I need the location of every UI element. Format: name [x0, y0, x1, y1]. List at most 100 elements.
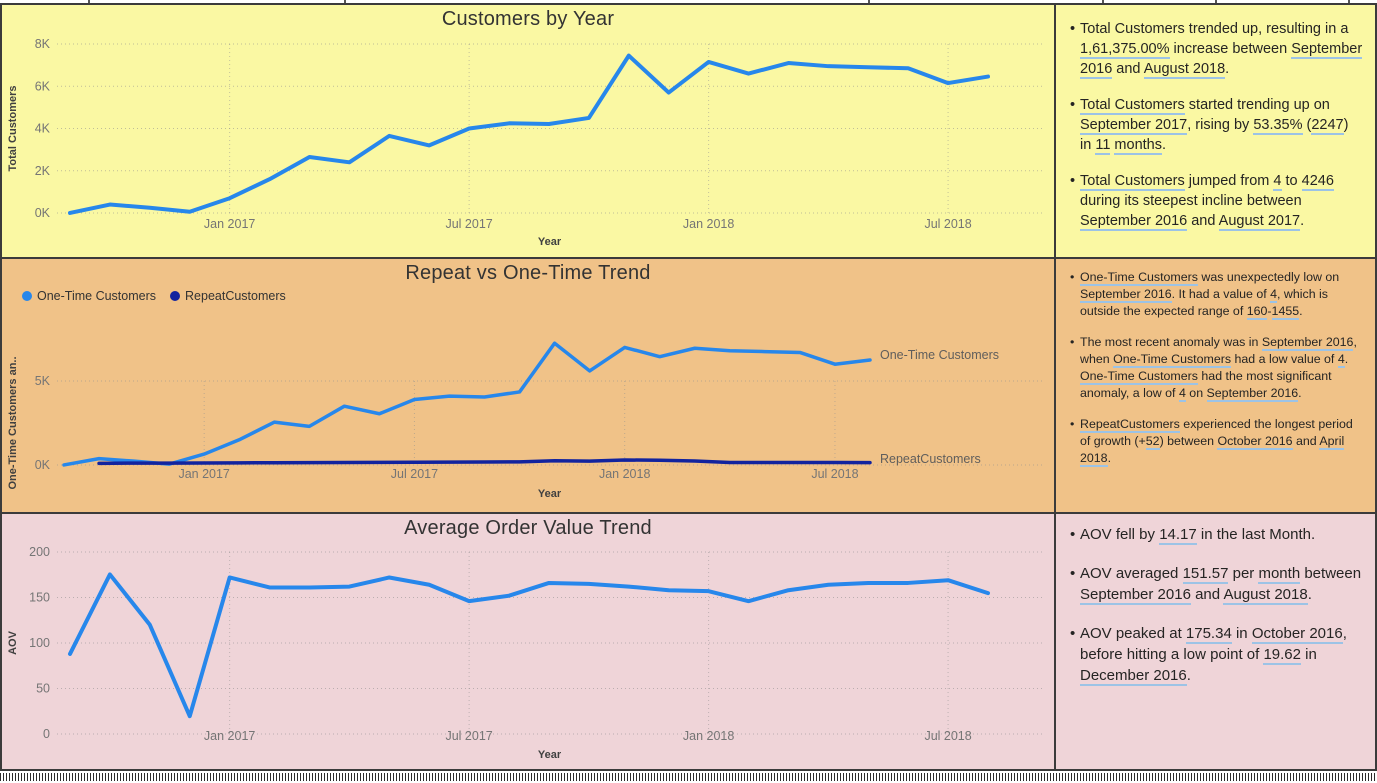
x-axis-title: Year: [538, 236, 562, 248]
insight-text: , which is outside the expected range of: [1080, 287, 1329, 318]
x-tick-label: Jul 2017: [445, 217, 492, 231]
bullet-glyph: •: [1070, 21, 1076, 37]
insight-text: in: [1231, 625, 1252, 642]
y-tick-label: 4K: [35, 122, 51, 136]
chart-legend: One-Time Customers RepeatCustomers: [2, 285, 1054, 307]
series-line-aov[interactable]: [68, 572, 990, 719]
x-tick-label: Jul 2018: [924, 217, 971, 231]
customers-by-year-line-chart[interactable]: 0K 2K 4K 6K 8K Jan 2017 Jul 2017 Jan 2018 Jul 20…: [2, 31, 1054, 257]
x-tick-label: Jul 2017: [391, 467, 438, 481]
y-tick-label: 6K: [35, 79, 51, 93]
customers-by-year-visual: Customers by Year 0K 2K 4K 6K 8K Jan 2017 Jul …: [2, 5, 1054, 257]
insight-text: had the most significant anomaly, a low …: [1080, 369, 1332, 400]
insight-text: AOV fell by: [1080, 526, 1160, 543]
insight-text: and: [1112, 61, 1144, 77]
bullet-glyph: •: [1070, 526, 1076, 543]
y-tick-label: 0K: [35, 458, 51, 472]
insight-value: 175.34: [1185, 625, 1232, 644]
insight-text: The most recent anomaly was in: [1080, 335, 1262, 349]
insight-value: RepeatCustomers: [1080, 417, 1180, 433]
insight-value: 4: [1337, 352, 1345, 368]
insight-bullet: • AOV averaged 151.57 per month between S…: [1070, 563, 1363, 605]
insight-text: (: [1302, 117, 1312, 133]
bullet-glyph: •: [1070, 565, 1076, 582]
insight-value: October 2016: [1251, 625, 1343, 644]
insight-value: August 2018: [1223, 586, 1308, 605]
insight-text: . It had a value of: [1171, 287, 1271, 301]
series-line-total-customers[interactable]: [68, 53, 990, 215]
insight-text: .: [1107, 451, 1112, 465]
insight-text: .: [1161, 137, 1167, 153]
divider: [1054, 514, 1056, 769]
insight-text: and: [1190, 586, 1224, 603]
insight-value: 4: [1273, 173, 1282, 191]
series-end-label: One-Time Customers: [880, 348, 999, 362]
insight-text: started trending up on: [1184, 97, 1330, 113]
insight-value: 14.17: [1159, 526, 1197, 545]
insight-value: April 2018: [1080, 434, 1345, 467]
repeat-vs-onetime-line-chart[interactable]: 0K 5K Jan 2017 Jul 2017 Jan 2018 Jul 2018 One-…: [2, 307, 1054, 512]
insight-text: had a low value of: [1231, 352, 1338, 366]
insight-bullet: • The most recent anomaly was in Septembe…: [1070, 334, 1363, 402]
y-axis-title: Total Customers: [7, 86, 19, 172]
x-tick-label: Jan 2018: [683, 729, 734, 743]
insight-text: increase between: [1169, 41, 1292, 57]
insight-text: -: [1267, 304, 1272, 318]
y-axis-title: AOV: [7, 630, 19, 655]
y-tick-label: 2K: [35, 164, 51, 178]
insight-bullet: • One-Time Customers was unexpectedly low…: [1070, 269, 1363, 320]
insight-value: 19.62: [1263, 646, 1301, 665]
insight-value: 160: [1246, 304, 1268, 320]
insight-bullet: • RepeatCustomers experienced the longest…: [1070, 416, 1363, 467]
average-order-value-line-chart[interactable]: 0 50 100 150 200 Jan 2017 Jul 2017 Jan 2018 Jul …: [2, 540, 1054, 769]
insight-text: ) in: [1080, 117, 1349, 153]
insight-text: and: [1187, 213, 1219, 229]
series-line-one-time-customers[interactable]: [62, 341, 872, 467]
chart-title: Repeat vs One-Time Trend: [405, 262, 651, 284]
insight-text: jumped from: [1184, 173, 1274, 189]
bullet-glyph: •: [1070, 335, 1075, 349]
insight-text: and: [1292, 434, 1320, 448]
x-tick-label: Jan 2018: [683, 217, 734, 231]
x-tick-label: Jan 2017: [204, 729, 255, 743]
x-axis-title: Year: [538, 749, 562, 761]
x-axis-title: Year: [538, 488, 562, 500]
panel-customers-by-year: Customers by Year 0K 2K 4K 6K 8K Jan 2017 Jul …: [2, 5, 1375, 257]
y-tick-label: 5K: [35, 374, 51, 388]
legend-dot: [22, 291, 32, 301]
insight-value: September 2016: [1080, 287, 1172, 303]
series-line-repeatcustomers[interactable]: [97, 458, 872, 466]
insight-text: on: [1185, 386, 1207, 400]
insight-bullet: • AOV peaked at 175.34 in October 2016, b…: [1070, 623, 1363, 686]
insight-bullet: • AOV fell by 14.17 in the last Month.: [1070, 524, 1363, 545]
insight-text: during its steepest incline between: [1080, 193, 1302, 209]
insight-text: experienced the longest period of growth…: [1080, 417, 1353, 448]
insight-text: , before hitting a low point of: [1080, 625, 1347, 663]
legend-item-one-time-customers[interactable]: One-Time Customers: [22, 289, 156, 303]
insight-value: 4246: [1301, 173, 1334, 191]
insight-value: One-Time Customers: [1080, 369, 1198, 385]
insight-text: in the last Month.: [1196, 526, 1316, 543]
x-tick-label: Jan 2018: [599, 467, 650, 481]
legend-item-repeatcustomers[interactable]: RepeatCustomers: [170, 289, 286, 303]
insight-value: 4: [1270, 287, 1278, 303]
insight-text: .: [1299, 304, 1303, 318]
series-end-label: RepeatCustomers: [880, 452, 981, 466]
y-tick-label: 100: [29, 636, 50, 650]
insight-text: , when: [1080, 335, 1357, 366]
insight-text: .: [1344, 352, 1349, 366]
insight-bullet: • Total Customers started trending up on …: [1070, 95, 1363, 155]
insight-text: was unexpectedly low on: [1197, 270, 1340, 284]
insight-value: 52: [1145, 434, 1160, 450]
insight-value: 1,61,375.00%: [1080, 41, 1170, 59]
insight-value: 2247: [1311, 117, 1344, 135]
insight-value: month: [1258, 565, 1301, 584]
insight-text: .: [1298, 386, 1302, 400]
average-order-value-visual: Average Order Value Trend 0 50 100 150 200 Ja…: [2, 514, 1054, 769]
insight-value: December 2016: [1080, 667, 1187, 686]
y-tick-label: 200: [29, 545, 50, 559]
insight-value: Total Customers: [1080, 97, 1185, 115]
panel-repeat-vs-onetime: Repeat vs One-Time Trend One-Time Custom…: [2, 257, 1375, 512]
y-tick-label: 0K: [35, 206, 51, 220]
y-tick-label: 50: [36, 682, 50, 696]
